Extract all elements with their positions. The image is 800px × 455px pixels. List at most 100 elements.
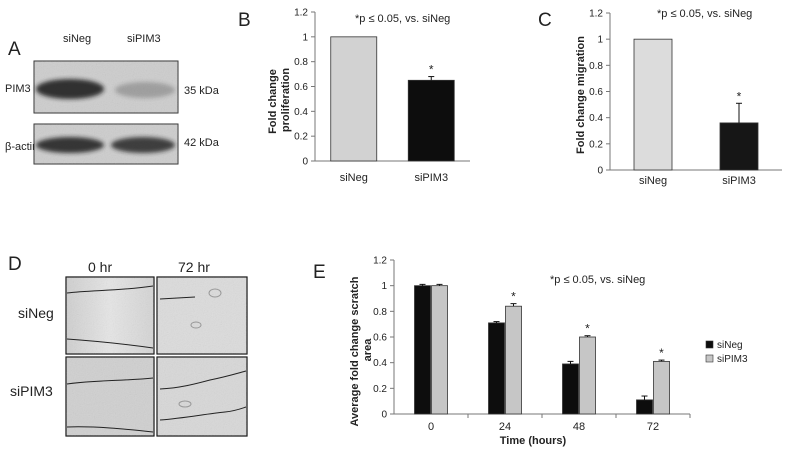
chart-e-ytick-label: 0.8: [373, 307, 387, 318]
chart-b-proliferation: B *p ≤ 0.05, vs. siNeg 0 0.2 0.4 0.6 0.8 1 1.2…: [238, 8, 470, 184]
chart-c-note: *p ≤ 0.05, vs. siNeg: [657, 8, 752, 20]
blot-lane-label-sineg: siNeg: [63, 33, 91, 45]
chart-b-ytick-label: 0.2: [294, 132, 308, 143]
chart-c-ytick-label: 0.8: [589, 61, 603, 72]
chart-e-bar: [505, 305, 522, 415]
chart-e-bar: [636, 399, 653, 415]
scratch-edge-line: [159, 296, 196, 300]
blot-row-label-pim3: PIM3: [5, 83, 31, 95]
blot-size-label-pim3: 35 kDa: [184, 85, 220, 97]
scratch-texture-sipim3-0hr: [66, 357, 154, 436]
cell-cluster: [208, 288, 222, 298]
chart-c-ytick-label: 0.4: [589, 113, 603, 124]
panel-d-label: D: [8, 254, 22, 275]
chart-e-legend: siNeg siPIM3: [705, 340, 748, 365]
legend-label-sineg: siNeg: [717, 340, 743, 351]
chart-c-ytick-label: 0: [597, 166, 603, 177]
chart-b-ytick-label: 1.2: [294, 8, 308, 19]
chart-c-ytick-label: 0.6: [589, 87, 603, 98]
chart-e-xtick-label: 0: [428, 421, 434, 433]
chart-e-scratch-area: E *p ≤ 0.05, vs. siNeg 0 0.2 0.4 0.6 0.8 1 1.2…: [313, 256, 748, 448]
scratch-edge-line: [66, 338, 154, 349]
scratch-row-label-sipim3: siPIM3: [10, 383, 53, 399]
scratch-edge-line: [159, 406, 247, 421]
chart-e-bar: [653, 360, 670, 415]
panel-a-label: A: [8, 39, 21, 60]
chart-b-ytick-label: 1: [302, 32, 308, 43]
scratch-texture-sipim3-72hr: [157, 357, 247, 436]
chart-c-bar: [719, 122, 759, 171]
cell-cluster: [178, 400, 192, 408]
chart-b-ytick-label: 0: [302, 157, 308, 168]
panel-c-label: C: [538, 10, 552, 31]
chart-b-significance-marker: *: [429, 63, 434, 77]
chart-c-ytick-label: 0.2: [589, 139, 603, 150]
chart-c-ylabel: Fold change migration: [575, 36, 587, 154]
chart-e-ytick-label: 0: [381, 410, 387, 421]
chart-e-significance-marker: *: [659, 346, 664, 360]
blot-band-actin-sineg: [36, 137, 104, 153]
legend-swatch-sipim3: [705, 354, 714, 363]
chart-b-xtick-label: siPIM3: [414, 172, 448, 184]
scratch-col-label-0hr: 0 hr: [88, 259, 112, 275]
panel-e-label: E: [313, 262, 326, 283]
chart-e-ytick-label: 0.4: [373, 358, 387, 369]
scratch-edge-line: [66, 285, 154, 294]
chart-b-ytick-label: 0.4: [294, 107, 308, 118]
chart-e-xlabel: Time (hours): [500, 435, 567, 447]
chart-e-significance-marker: *: [511, 290, 516, 304]
scratch-col-label-72hr: 72 hr: [178, 259, 210, 275]
panel-b-label: B: [238, 10, 251, 31]
scratch-edge-line: [159, 370, 247, 390]
chart-e-bar: [579, 336, 596, 415]
panel-a: A siNeg siPIM3 PIM3 35 kDa β-actin 42 kD…: [5, 33, 220, 165]
scratch-row-label-sineg: siNeg: [18, 305, 54, 321]
chart-e-ylabel-line2: area: [362, 338, 374, 362]
chart-e-ylabel-line1: Average fold change scratch: [349, 276, 361, 426]
blot-band-pim3-sipim3: [115, 82, 175, 98]
chart-e-bar: [488, 322, 505, 415]
scratch-edge-line: [66, 377, 154, 385]
chart-e-bar: [562, 363, 579, 415]
blot-band-actin-sipim3: [111, 137, 175, 153]
chart-c-ytick-label: 1: [597, 35, 603, 46]
cell-cluster: [190, 321, 202, 329]
blot-size-label-actin: 42 kDa: [184, 137, 220, 149]
chart-c-significance-marker: *: [737, 89, 742, 103]
chart-e-significance-marker: *: [585, 322, 590, 336]
panel-d: D 0 hr 72 hr siNeg siPIM3: [8, 254, 248, 437]
chart-e-bar: [414, 285, 431, 415]
blot-row-label-actin: β-actin: [5, 141, 38, 153]
chart-e-ytick-label: 1.2: [373, 256, 387, 267]
chart-e-ytick-label: 0.2: [373, 384, 387, 395]
legend-swatch-sineg: [705, 340, 714, 349]
chart-e-ytick-label: 0.6: [373, 333, 387, 344]
chart-c-xtick-label: siNeg: [639, 175, 667, 187]
chart-e-xtick-label: 48: [573, 421, 585, 433]
chart-c-migration: C *p ≤ 0.05, vs. siNeg 0 0.2 0.4 0.6 0.8 1 1.2…: [538, 8, 782, 187]
chart-e-note: *p ≤ 0.05, vs. siNeg: [550, 274, 645, 286]
chart-e-bar: [431, 285, 448, 415]
scratch-edge-line: [66, 426, 154, 433]
chart-b-ytick-label: 0.6: [294, 82, 308, 93]
chart-e-xtick-label: 72: [647, 421, 659, 433]
chart-c-bar: [633, 38, 673, 171]
chart-c-xtick-label: siPIM3: [722, 175, 756, 187]
chart-b-ylabel-line2: proliferation: [280, 68, 292, 132]
chart-e-ytick-label: 1: [381, 281, 387, 292]
chart-b-bar: [407, 79, 455, 162]
legend-label-sipim3: siPIM3: [717, 354, 748, 365]
chart-e-ylabel: Average fold change scratch area: [349, 273, 374, 426]
chart-b-ylabel-line1: Fold change: [267, 69, 279, 134]
chart-e-xtick-label: 24: [499, 421, 511, 433]
blot-band-pim3-sineg: [36, 79, 104, 99]
chart-b-xtick-label: siNeg: [340, 172, 368, 184]
scratch-texture-sineg-72hr: [157, 277, 247, 354]
chart-b-ytick-label: 0.8: [294, 57, 308, 68]
chart-b-bar: [330, 36, 378, 162]
chart-b-ylabel: Fold change proliferation: [267, 66, 292, 134]
chart-c-ytick-label: 1.2: [589, 9, 603, 20]
blot-lane-label-sipim3: siPIM3: [127, 33, 161, 45]
chart-b-note: *p ≤ 0.05, vs. siNeg: [355, 13, 450, 25]
